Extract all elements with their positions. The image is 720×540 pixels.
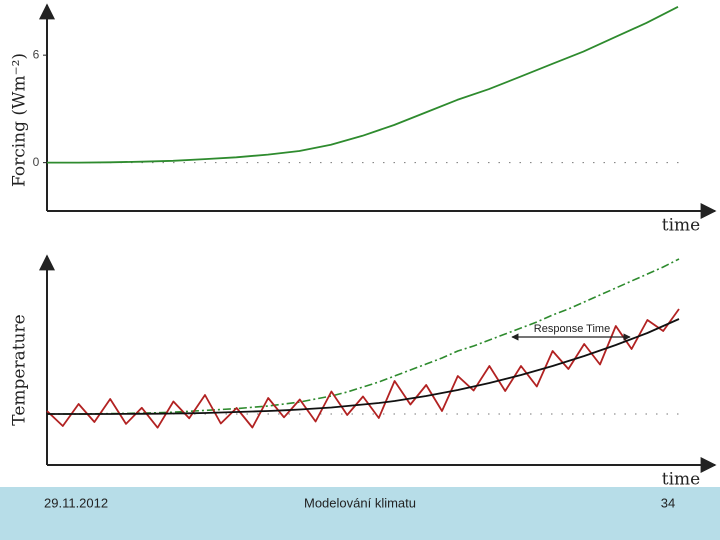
data-line bbox=[47, 5, 679, 164]
x-axis-label: time bbox=[662, 216, 700, 236]
footer-bar bbox=[0, 487, 720, 540]
data-line bbox=[47, 318, 680, 415]
y-axis-label: Temperature bbox=[10, 314, 30, 425]
x-axis-label: time bbox=[662, 470, 700, 490]
y-tick-label: 0 bbox=[33, 155, 40, 169]
footer-date: 29.11.2012 bbox=[44, 495, 108, 510]
footer-title: Modelování klimatu bbox=[304, 495, 416, 510]
y-tick-label: 6 bbox=[33, 47, 40, 61]
footer-page: 34 bbox=[661, 495, 675, 510]
annotation: Response Time bbox=[534, 323, 610, 335]
data-line bbox=[46, 308, 680, 429]
y-axis-label: Forcing (Wm⁻²) bbox=[10, 53, 30, 187]
